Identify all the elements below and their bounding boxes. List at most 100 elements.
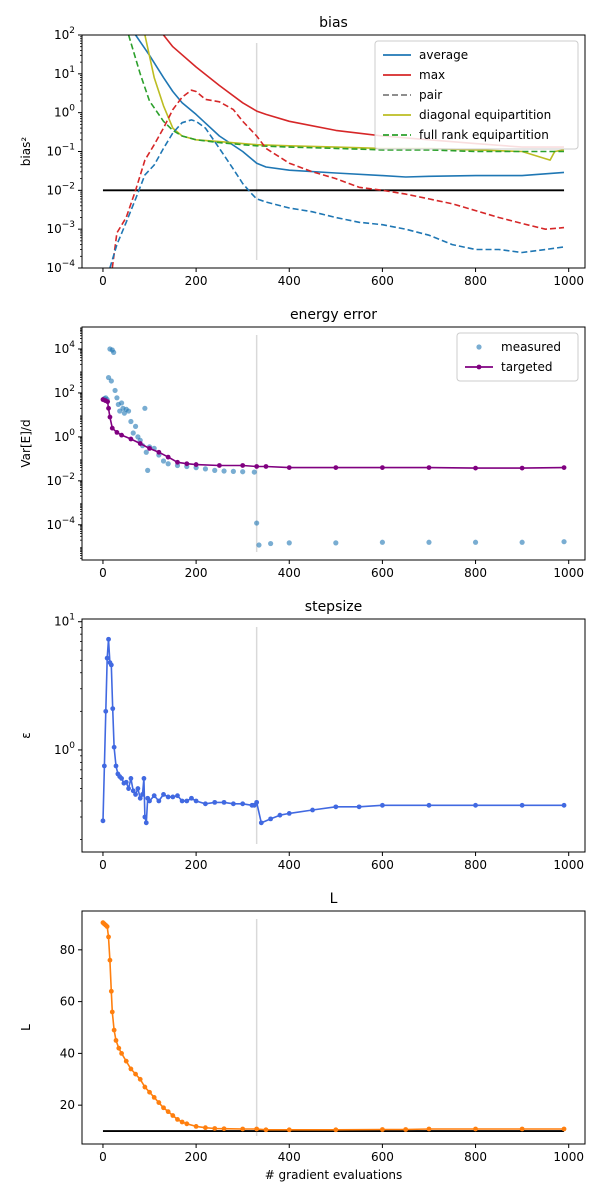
- data-point: [251, 469, 257, 475]
- y-tick-exponent: −2: [62, 181, 75, 191]
- series-line: [109, 119, 565, 268]
- data-point: [160, 458, 167, 464]
- series-marker: [193, 462, 199, 467]
- x-tick-label: 800: [464, 858, 487, 872]
- data-point: [379, 539, 386, 545]
- legend-entry: pair: [419, 88, 442, 102]
- series-marker: [113, 1038, 119, 1043]
- y-axis-label: Var[E]/d: [19, 419, 33, 467]
- y-axis-label: ε: [19, 732, 33, 739]
- y-tick-label: 10−4: [46, 259, 75, 275]
- series-marker: [108, 662, 114, 668]
- y-tick-label: 10−3: [46, 220, 75, 236]
- series-marker: [170, 1113, 176, 1118]
- data-point: [145, 467, 151, 473]
- data-point: [142, 405, 148, 411]
- y-tick-label: 100: [54, 428, 75, 444]
- series-line: [127, 35, 564, 153]
- chart-4: 0 200 400 600 800 1000 20 40 60 80 L L # gradient ev…: [19, 891, 586, 1182]
- legend-box: [456, 332, 579, 382]
- y-tick-label: 80: [60, 943, 75, 957]
- series-marker: [286, 810, 292, 816]
- data-point: [111, 349, 117, 355]
- series-marker: [137, 441, 143, 446]
- series-diagonal-equipartition: [144, 35, 565, 161]
- series-marker: [104, 924, 110, 929]
- y-tick-exponent: 1: [69, 65, 75, 75]
- series-marker: [184, 798, 190, 804]
- series-marker: [561, 465, 567, 471]
- x-tick-label: 200: [185, 274, 208, 288]
- y-tick-base: 10: [54, 615, 69, 629]
- series-marker: [106, 934, 111, 940]
- series-marker: [263, 464, 269, 469]
- plot-area: [100, 335, 567, 552]
- series-marker: [230, 801, 236, 807]
- y-tick-label: 100: [54, 104, 75, 120]
- y-tick-exponent: −1: [62, 143, 75, 153]
- series-targeted: [100, 397, 567, 471]
- series-marker: [142, 814, 148, 820]
- chart-title: energy error: [290, 307, 377, 323]
- y-tick-exponent: −3: [62, 220, 75, 230]
- series-marker: [203, 1125, 208, 1131]
- series-marker: [189, 795, 194, 801]
- x-tick-label: 600: [371, 566, 394, 580]
- data-point: [240, 469, 246, 475]
- series-marker: [254, 464, 260, 469]
- series-marker: [240, 1126, 246, 1132]
- series-marker: [519, 802, 525, 808]
- y-tick-label: 60: [60, 995, 75, 1009]
- data-point: [121, 410, 127, 416]
- series-marker: [175, 1117, 180, 1122]
- series-marker: [130, 788, 136, 794]
- chart-title: bias: [319, 15, 348, 31]
- series-marker: [156, 1100, 162, 1105]
- series-marker: [119, 1050, 124, 1056]
- series-line: [111, 89, 565, 268]
- series-marker: [473, 1126, 478, 1132]
- y-tick-exponent: −4: [62, 516, 76, 526]
- x-tick-label: 0: [99, 274, 107, 288]
- series-marker: [133, 792, 138, 797]
- series-marker: [101, 763, 107, 769]
- series-marker: [240, 463, 246, 468]
- series-marker: [143, 820, 149, 826]
- series-marker: [119, 775, 124, 781]
- series-marker: [561, 802, 567, 808]
- series-marker: [426, 802, 432, 808]
- y-tick-base: 10: [54, 386, 69, 400]
- data-point: [128, 418, 134, 425]
- y-tick-base: 10: [46, 518, 61, 532]
- series-line: [102, 398, 565, 469]
- y-tick-base: 10: [54, 342, 69, 356]
- series-marker: [156, 449, 162, 455]
- series-marker: [277, 812, 283, 818]
- x-tick-label: 400: [278, 566, 301, 580]
- y-tick-label: 20: [60, 1098, 75, 1112]
- plot-area: [100, 919, 567, 1136]
- series-full-rank-equipartition: [127, 35, 564, 153]
- data-point: [256, 542, 262, 548]
- series-marker: [109, 1009, 115, 1015]
- series-marker: [221, 1126, 227, 1132]
- y-tick-label: 101: [54, 613, 75, 629]
- legend-entry: measured: [501, 340, 561, 354]
- y-tick-exponent: 0: [69, 428, 75, 438]
- y-tick-base: 10: [54, 106, 69, 120]
- series-marker: [137, 1076, 143, 1082]
- series-marker: [113, 763, 119, 769]
- series-0-6: [109, 119, 565, 268]
- series-2-0: [100, 636, 567, 826]
- y-tick-base: 10: [46, 474, 61, 488]
- series-marker: [286, 1127, 292, 1133]
- chart-title: stepsize: [305, 599, 362, 615]
- y-tick-label: 10−4: [46, 516, 75, 532]
- series-marker: [263, 1127, 269, 1133]
- y-tick-exponent: 0: [69, 104, 75, 114]
- x-tick-label: 1000: [553, 858, 584, 872]
- series-marker: [179, 798, 185, 804]
- y-tick-label: 10−2: [46, 181, 75, 197]
- data-point: [114, 395, 120, 401]
